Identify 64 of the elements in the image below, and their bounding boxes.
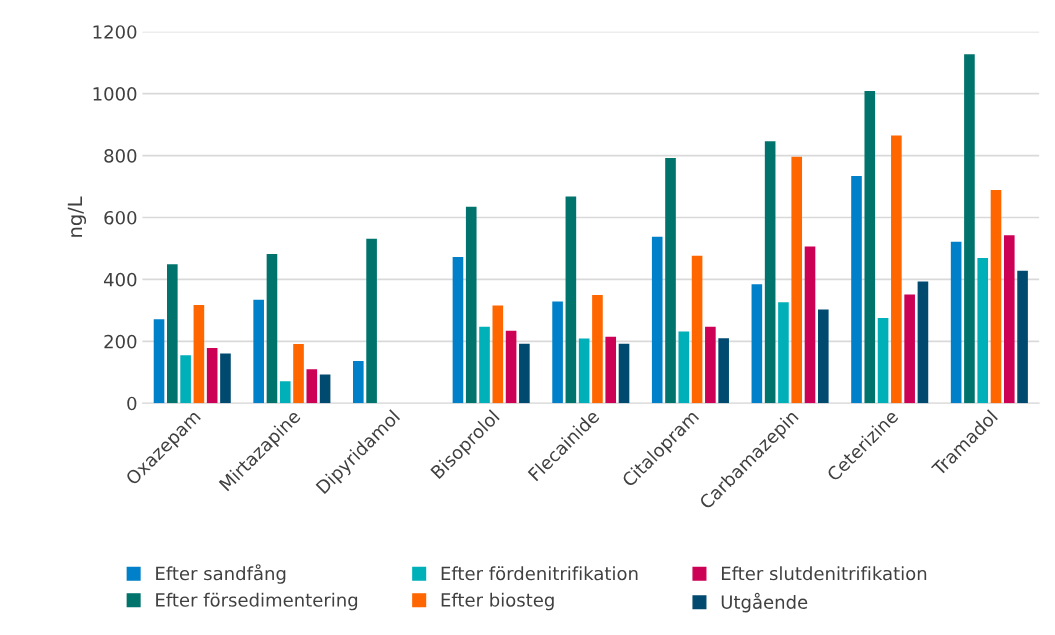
legend-label: Utgående [721,592,808,613]
bar [279,381,291,404]
bar [366,238,377,404]
y-tick-label: 600 [104,210,137,225]
y-axis-title: ng/L [67,196,87,237]
bar [977,258,989,404]
bar [452,257,464,404]
bar [778,302,789,404]
bar [618,343,630,404]
y-tick-label: 800 [104,149,137,163]
legend-label: Efter biosteg [441,592,554,611]
legend-label: Efter sandfång [156,564,286,584]
bar [253,299,264,404]
bar [917,281,929,404]
y-tick-label: 400 [103,272,137,287]
y-tick-label: 200 [104,334,137,349]
bar [306,369,318,404]
bar [319,374,331,404]
bar [691,255,703,404]
bar [206,348,218,404]
bar [578,338,590,404]
bar [505,330,517,404]
bar [293,344,304,404]
bar [193,305,205,404]
bar [990,189,1002,404]
y-tick-label: 0 [127,396,137,411]
bar [804,246,816,404]
bar [877,318,889,404]
bar [605,336,617,404]
bar [353,361,364,404]
bar [751,284,763,404]
bar [950,241,962,404]
bar [180,355,191,404]
y-tick-label: 1000 [93,87,137,101]
bar [153,319,165,404]
bar [220,353,231,404]
bar [479,326,490,404]
bar [791,156,803,404]
bar [519,343,530,404]
bar [705,326,716,404]
bar [764,141,776,404]
bar [1003,235,1015,404]
bar [851,176,862,404]
y-tick-label: 1200 [93,25,137,39]
bar [492,305,504,404]
bar [552,301,563,404]
legend-label: Efter försedimentering [156,592,358,611]
bar [651,236,663,404]
bar [718,338,729,404]
legend-label: Efter fördenitrifikation [441,566,638,581]
bar [904,294,915,404]
bar [891,135,902,404]
legend-label: Efter slutdenitrifikation [721,566,927,581]
bar [465,206,477,404]
bar [167,264,178,404]
bar [592,294,603,404]
bar [665,158,676,404]
bar [565,196,577,404]
bar [864,90,876,404]
bar [678,331,690,404]
bar [964,54,975,404]
bar [266,254,278,404]
bar [817,309,829,404]
bar [1017,270,1028,404]
